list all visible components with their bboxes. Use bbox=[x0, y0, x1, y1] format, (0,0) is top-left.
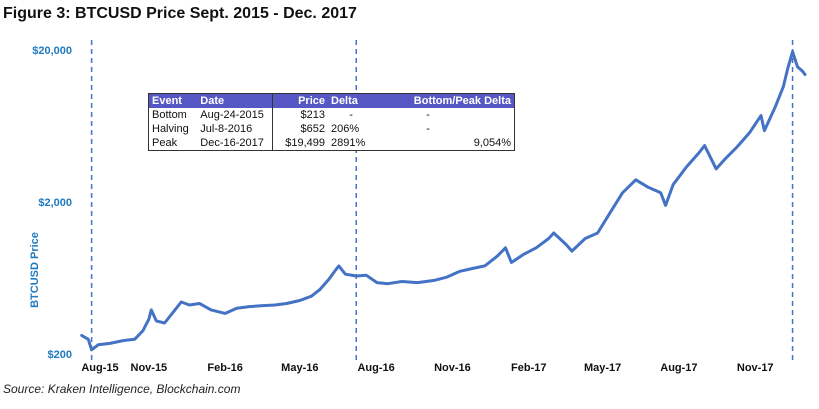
table-row: Peak Dec-16-2017 $19,499 2891% 9,054% bbox=[148, 136, 515, 151]
header-event: Event bbox=[148, 93, 198, 108]
header-price: Price bbox=[272, 93, 328, 108]
cell-date: Dec-16-2017 bbox=[197, 136, 273, 151]
x-tick-label: May-16 bbox=[281, 362, 318, 374]
chart-title: Figure 3: BTCUSD Price Sept. 2015 - Dec.… bbox=[3, 5, 357, 22]
header-delta: Delta bbox=[328, 93, 375, 108]
cell-price: $652 bbox=[300, 123, 325, 135]
cell-event: Bottom bbox=[152, 109, 187, 121]
series-group bbox=[80, 50, 807, 352]
cell-delta: 2891% bbox=[331, 137, 366, 149]
y-tick-label: $20,000 bbox=[32, 45, 72, 57]
cell-delta: 206% bbox=[331, 123, 360, 135]
x-tick-label: Aug-17 bbox=[660, 362, 697, 374]
header-date: Date bbox=[197, 93, 273, 108]
x-tick-label: Feb-17 bbox=[511, 362, 546, 374]
cell-price: $19,499 bbox=[285, 137, 325, 149]
table-row: Bottom Aug-24-2015 $213 - - bbox=[148, 108, 515, 122]
cell-event: Halving bbox=[152, 123, 189, 135]
cell-event: Peak bbox=[152, 137, 178, 149]
tick-labels: $200 $2,000 $20,000 Aug-15 Nov-15 Feb-16 May-1… bbox=[29, 45, 774, 374]
events-table: Event Date Price Delta Bottom/Peak Delta… bbox=[148, 93, 515, 151]
x-tick-label: May-17 bbox=[584, 362, 621, 374]
cell-bottom-peak-delta: - bbox=[426, 123, 430, 135]
x-tick-label: Nov-17 bbox=[737, 362, 774, 374]
price-series-line bbox=[80, 50, 807, 352]
x-tick-label: Nov-15 bbox=[131, 362, 168, 374]
header-bottom-peak-delta: Bottom/Peak Delta bbox=[374, 93, 515, 108]
cell-date: Jul-8-2016 bbox=[197, 122, 273, 136]
y-tick-label: $2,000 bbox=[38, 197, 72, 209]
cell-date: Aug-24-2015 bbox=[197, 108, 273, 122]
y-axis-label: BTCUSD Price bbox=[29, 232, 41, 308]
x-tick-label: Aug-15 bbox=[81, 362, 118, 374]
cell-bottom-peak-delta: 9,054% bbox=[473, 137, 511, 149]
x-tick-label: Aug-16 bbox=[357, 362, 394, 374]
source-note: Source: Kraken Intelligence, Blockchain.… bbox=[3, 382, 241, 396]
table-header-row: Event Date Price Delta Bottom/Peak Delta bbox=[148, 93, 515, 108]
x-tick-label: Feb-16 bbox=[207, 362, 242, 374]
x-tick-label: Nov-16 bbox=[434, 362, 471, 374]
table-row: Halving Jul-8-2016 $652 206% - bbox=[148, 122, 515, 136]
cell-price: $213 bbox=[300, 109, 325, 121]
y-tick-label: $200 bbox=[48, 349, 72, 361]
cell-bottom-peak-delta: - bbox=[426, 109, 430, 121]
cell-delta: - bbox=[349, 109, 353, 121]
event-lines bbox=[90, 40, 794, 360]
